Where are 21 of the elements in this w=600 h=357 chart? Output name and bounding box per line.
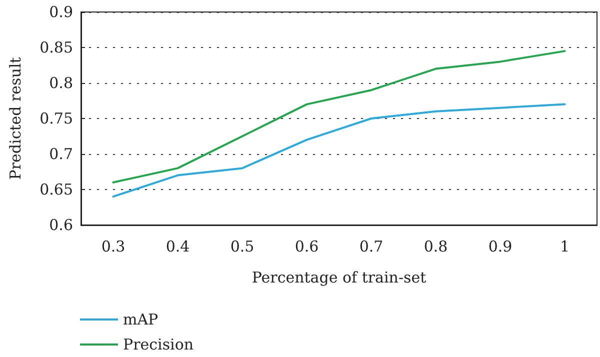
y-axis-title: Predicted result [6,57,24,180]
y-tick-label: 0.6 [49,216,73,234]
y-tick-label: 0.8 [49,74,73,92]
y-tick-label: 0.7 [49,145,73,163]
legend-label: Precision [123,336,194,354]
x-tick-label: 1 [560,238,570,256]
line-series [112,103,566,198]
x-tick-label: 0.6 [294,238,319,256]
y-tick-label: 0.85 [40,38,73,56]
x-tick-label: 0.7 [359,238,384,256]
x-tick-label: 0.8 [424,238,448,256]
legend-label: mAP [123,310,158,328]
y-tick-label: 0.65 [40,180,73,198]
x-tick-label: 0.4 [166,238,190,256]
y-tick-label: 0.75 [40,110,73,128]
x-axis-title: Percentage of train-set [252,268,426,286]
x-tick-label: 0.3 [101,238,126,256]
x-tick-label: 0.9 [488,238,512,256]
y-tick-label: 0.9 [49,3,73,21]
line-series [112,50,566,184]
x-tick-label: 0.5 [230,238,254,256]
